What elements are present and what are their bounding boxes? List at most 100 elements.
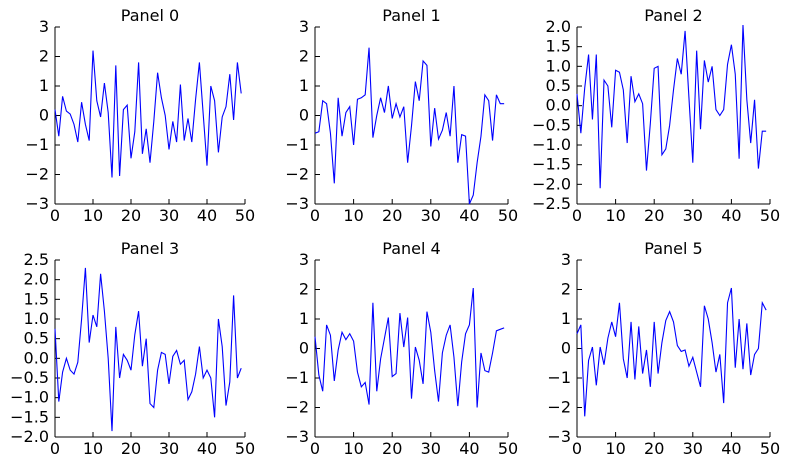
x-tick-label: 20 <box>382 206 402 225</box>
y-tick-label: 3 <box>299 250 309 269</box>
y-tick-label: −1 <box>25 135 49 154</box>
x-tick-label: 30 <box>683 206 703 225</box>
y-tick-label: −1.5 <box>532 155 571 174</box>
series-line <box>54 267 242 432</box>
y-tick-label: 1.5 <box>24 289 49 308</box>
x-tick-label: 50 <box>235 206 255 225</box>
y-tick-label: −2 <box>285 165 309 184</box>
panel-2: Panel 2 0 10 20 30 40 50−2.5−2.0−1.5−1.0−0.50… <box>532 6 780 225</box>
x-tick-label: 50 <box>235 439 255 458</box>
x-tick-label: 40 <box>197 439 217 458</box>
x-tick-label: 30 <box>683 439 703 458</box>
y-tick-label: −2.0 <box>532 174 571 193</box>
y-tick-label: −2.5 <box>532 194 571 213</box>
y-tick-label: −2 <box>25 165 49 184</box>
y-tick-label: −1.5 <box>10 407 49 426</box>
x-tick-label: 20 <box>644 439 664 458</box>
x-tick-label: 50 <box>498 206 518 225</box>
panel-4: Panel 4 0 10 20 30 40 50 −3 −2 −1 0 1 2 3 <box>285 239 518 458</box>
x-tick-label: 10 <box>343 439 363 458</box>
series-line <box>314 47 505 205</box>
y-tick-label: 1 <box>299 76 309 95</box>
y-tick-label: 1.0 <box>24 309 49 328</box>
x-tick-label: 30 <box>421 439 441 458</box>
y-tick-label: 0.5 <box>24 329 49 348</box>
y-tick-label: 0 <box>39 106 49 125</box>
y-tick-label: −3 <box>25 194 49 213</box>
y-tick-label: 0 <box>299 339 309 358</box>
y-tick-label: 0.5 <box>546 76 571 95</box>
y-tick-label: −1 <box>547 368 571 387</box>
x-tick-label: 20 <box>382 439 402 458</box>
x-tick-label: 50 <box>498 439 518 458</box>
y-tick-label: 2 <box>299 280 309 299</box>
y-tick-label: 1 <box>39 76 49 95</box>
y-tick-label: −2.0 <box>10 427 49 446</box>
y-tick-label: −3 <box>285 194 309 213</box>
x-tick-label: 0 <box>572 439 582 458</box>
y-tick-label: 3 <box>39 17 49 36</box>
x-tick-label: 50 <box>760 439 780 458</box>
y-tick-label: −2 <box>547 398 571 417</box>
x-tick-label: 40 <box>197 206 217 225</box>
y-tick-label: −1 <box>285 135 309 154</box>
x-tick-label: 0 <box>50 206 60 225</box>
x-tick-label: 40 <box>721 439 741 458</box>
x-tick-label: 30 <box>421 206 441 225</box>
y-tick-label: 2.5 <box>24 250 49 269</box>
y-tick-label: 3 <box>299 17 309 36</box>
x-tick-label: 30 <box>159 206 179 225</box>
x-tick-label: 10 <box>605 206 625 225</box>
panel-5: Panel 5 0 10 20 30 40 50 −3 −2 −1 0 1 2 3 <box>547 239 780 458</box>
y-tick-label: 0.0 <box>546 96 571 115</box>
y-tick-label: −0.5 <box>532 115 571 134</box>
x-tick-label: 40 <box>721 206 741 225</box>
x-tick-label: 20 <box>121 439 141 458</box>
y-tick-label: −3 <box>547 427 571 446</box>
panel-title: Panel 1 <box>382 6 440 25</box>
x-tick-label: 20 <box>121 206 141 225</box>
x-tick-label: 40 <box>459 206 479 225</box>
y-tick-label: 1 <box>299 309 309 328</box>
panel-title: Panel 4 <box>382 239 440 258</box>
x-tick-label: 10 <box>83 206 103 225</box>
y-tick-label: 1 <box>561 309 571 328</box>
x-tick-label: 20 <box>644 206 664 225</box>
y-tick-label: 2 <box>561 280 571 299</box>
y-tick-label: −0.5 <box>10 368 49 387</box>
y-tick-label: 2 <box>39 47 49 66</box>
y-tick-label: 1.0 <box>546 56 571 75</box>
panel-title: Panel 5 <box>644 239 702 258</box>
panel-title: Panel 2 <box>644 6 702 25</box>
series-line <box>576 287 767 417</box>
y-tick-label: −1 <box>285 368 309 387</box>
y-tick-label: −1.0 <box>532 135 571 154</box>
x-tick-label: 30 <box>159 439 179 458</box>
x-tick-label: 0 <box>572 206 582 225</box>
series-line <box>314 287 505 408</box>
x-tick-label: 40 <box>459 439 479 458</box>
y-tick-label: 0 <box>561 339 571 358</box>
y-tick-label: 2 <box>299 47 309 66</box>
panel-title: Panel 3 <box>121 239 179 258</box>
y-tick-label: −3 <box>285 427 309 446</box>
panel-1: Panel 1 0 10 20 30 40 50 −3 −2 −1 0 1 2 3 <box>285 6 518 225</box>
x-tick-label: 10 <box>83 439 103 458</box>
y-tick-label: 1.5 <box>546 37 571 56</box>
series-line <box>54 50 242 178</box>
panel-0: Panel 0 0 10 20 30 40 50 −3 −2 −1 0 1 2 3 <box>25 6 255 225</box>
y-tick-label: 3 <box>561 250 571 269</box>
y-tick-label: 2.0 <box>546 17 571 36</box>
x-tick-label: 0 <box>310 206 320 225</box>
x-tick-label: 50 <box>760 206 780 225</box>
panel-title: Panel 0 <box>121 6 179 25</box>
y-tick-label: 0.0 <box>24 348 49 367</box>
y-tick-label: 0 <box>299 106 309 125</box>
x-tick-label: 0 <box>310 439 320 458</box>
y-tick-label: 2.0 <box>24 270 49 289</box>
series-line <box>576 25 767 189</box>
x-tick-label: 0 <box>50 439 60 458</box>
y-tick-label: −2 <box>285 398 309 417</box>
x-tick-label: 10 <box>605 439 625 458</box>
